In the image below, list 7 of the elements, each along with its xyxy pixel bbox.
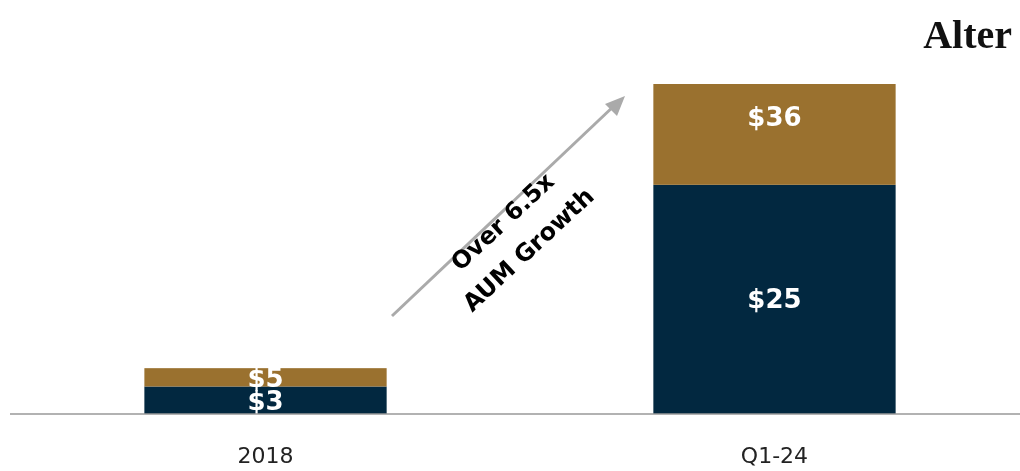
x-tick-label: 2018 <box>237 443 294 468</box>
data-label: $25 <box>747 284 802 315</box>
bar <box>653 84 896 185</box>
chart-title: Alter <box>923 12 1012 57</box>
x-tick-label: Q1-24 <box>740 443 809 468</box>
total-label: $36 <box>747 102 802 132</box>
bar <box>653 184 896 414</box>
